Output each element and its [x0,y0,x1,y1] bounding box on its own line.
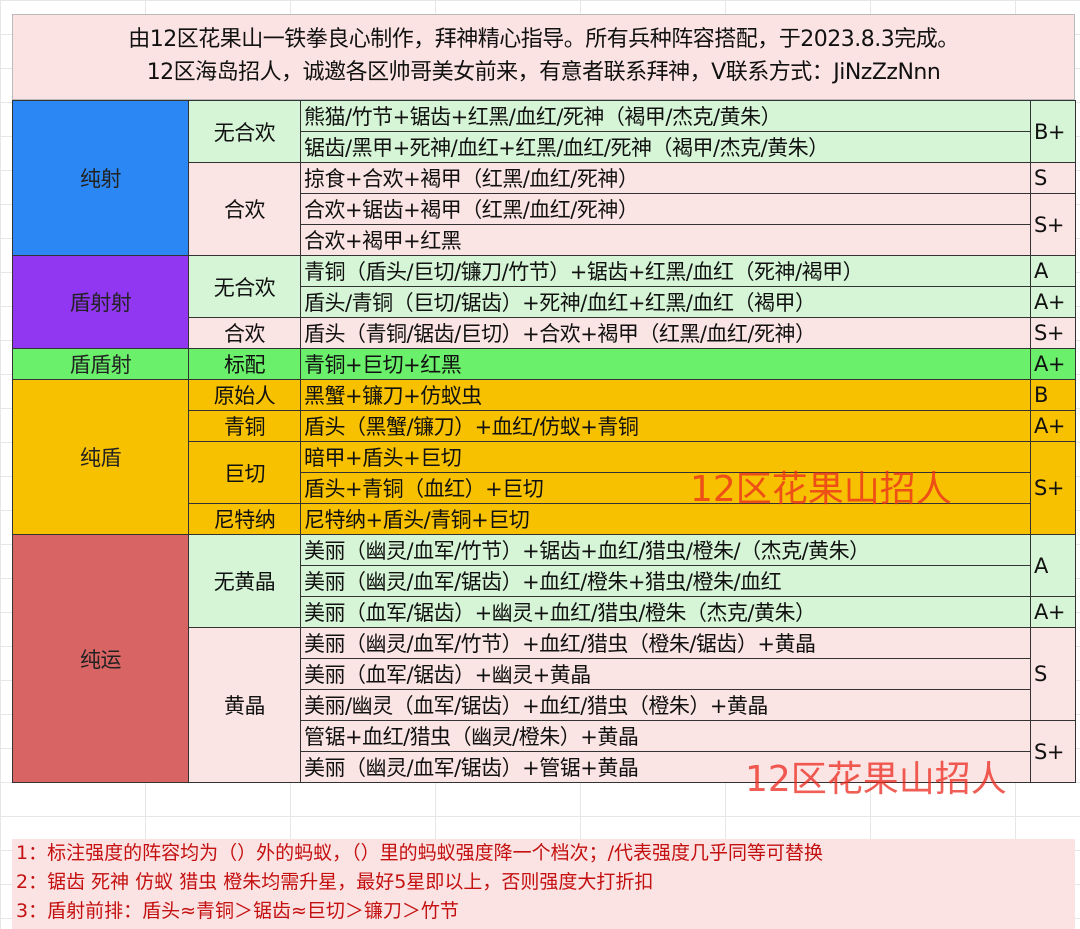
lineup-cell: 盾头（黑蟹/镰刀）+血红/仿蚁+青铜 [300,410,1031,442]
table-row: 管锯+血红/猎虫（幽灵/橙朱）+黄晶 S+ [13,720,1076,783]
note-2: 2：锯齿 死神 仿蚁 猎虫 橙朱均需升星，最好5星即以上，否则强度大打折扣 [16,871,654,893]
table-row: 黄晶 美丽（幽灵/血军/竹节）+血红/猎虫（橙朱/锯齿）+黄晶 S [13,627,1076,783]
grade-cell: A [1030,255,1076,287]
grade-cell: A+ [1030,410,1076,442]
table-row: 美丽（血军/锯齿）+幽灵+黄晶 [13,658,1076,690]
lineup-cell: 盾头/青铜（巨切/锯齿）+死神/血红+红黑/血红（褐甲） [300,286,1031,318]
lineup-cell: 黑蟹+镰刀+仿蚁虫 [300,379,1031,411]
table-row: 合欢 盾头（青铜/锯齿/巨切）+合欢+褐甲（红黑/血红/死神） S+ [13,317,1076,349]
table-row: 盾头+青铜（血红）+巨切 [13,472,1076,504]
grade-cell: A+ [1030,348,1076,380]
table-row: 美丽（幽灵/血军/锯齿）+管锯+黄晶 [13,751,1076,783]
note-3: 3：盾射前排：盾头≈青铜＞锯齿≈巨切＞镰刀＞竹节 [16,900,459,922]
lineup-cell: 美丽/幽灵（血军/锯齿）+血红/猎虫（橙朱）+黄晶 [300,689,1031,721]
lineup-table: 纯射 无合欢 熊猫/竹节+锯齿+红黑/血红/死神（褐甲/杰克/黄朱） B+ 锯齿/黑甲+… [12,100,1076,783]
lineup-cell: 管锯+血红/猎虫（幽灵/橙朱）+黄晶 [300,720,1031,752]
table-row: 美丽（幽灵/血军/锯齿）+血红/橙朱+猎虫/橙朱/血红 [13,565,1076,597]
note-1: 1：标注强度的阵容均为（）外的蚂蚁，（）里的蚂蚁强度降一个档次；/代表强度几乎同… [16,842,823,864]
unit-type-cell: 纯射 [12,100,189,256]
notes: 1：标注强度的阵容均为（）外的蚂蚁，（）里的蚂蚁强度降一个档次；/代表强度几乎同… [12,839,1075,929]
table-row: 纯盾 原始人 黑蟹+镰刀+仿蚁虫 B [12,379,1076,535]
unit-type-cell: 纯运 [12,534,189,783]
subtype-cell: 无合欢 [188,255,301,318]
lineup-cell: 青铜（盾头/巨切/镰刀/竹节）+锯齿+红黑/血红（死神/褐甲） [300,255,1031,287]
subtype-cell: 合欢 [188,317,301,349]
subtype-cell: 黄晶 [188,627,301,783]
table-row: 盾射射 无合欢 青铜（盾头/巨切/镰刀/竹节）+锯齿+红黑/血红（死神/褐甲） A [12,255,1076,349]
grade-cell: A+ [1030,286,1076,318]
grade-cell: S [1030,162,1076,194]
subtype-cell: 标配 [188,348,301,380]
table-row: 锯齿/黑甲+死神/血红+红黑/血红/死神（褐甲/杰克/黄朱） [13,131,1076,163]
title-banner: 由12区花果山一铁拳良心制作，拜神精心指导。所有兵种阵容搭配，于2023.8.3… [12,14,1075,100]
grade-cell: S [1030,627,1076,721]
table-row: 美丽/幽灵（血军/锯齿）+血红/猎虫（橙朱）+黄晶 [13,689,1076,721]
lineup-cell: 美丽（幽灵/血军/锯齿）+血红/橙朱+猎虫/橙朱/血红 [300,565,1031,597]
lineup-cell: 尼特纳+盾头/青铜+巨切 [300,503,1031,535]
lineup-cell: 美丽（血军/锯齿）+幽灵+血红/猎虫/橙朱（杰克/黄朱） [300,596,1031,628]
grade-cell: B+ [1030,100,1076,163]
grade-cell: A+ [1030,596,1076,628]
table-row: 合欢+褐甲+红黑 [13,224,1076,256]
lineup-cell: 美丽（幽灵/血军/竹节）+锯齿+血红/猎虫/橙朱/（杰克/黄朱） [300,534,1031,566]
grade-cell: B [1030,379,1076,411]
lineup-cell: 掠食+合欢+褐甲（红黑/血红/死神） [300,162,1031,194]
lineup-cell: 锯齿/黑甲+死神/血红+红黑/血红/死神（褐甲/杰克/黄朱） [300,131,1031,163]
lineup-cell: 盾头+青铜（血红）+巨切 [300,472,1031,504]
lineup-cell: 暗甲+盾头+巨切 [300,441,1031,473]
lineup-cell: 盾头（青铜/锯齿/巨切）+合欢+褐甲（红黑/血红/死神） [300,317,1031,349]
unit-type-cell: 盾射射 [12,255,189,349]
grade-cell: S+ [1030,193,1076,256]
table-row: 合欢+锯齿+褐甲（红黑/血红/死神） S+ [13,193,1076,256]
subtype-cell: 巨切 [188,441,301,504]
table-row: 纯运 无黄晶 美丽（幽灵/血军/竹节）+锯齿+血红/猎虫/橙朱/（杰克/黄朱） A [12,534,1076,783]
table-row: 巨切 暗甲+盾头+巨切 S+ [13,441,1076,535]
lineup-cell: 美丽（幽灵/血军/竹节）+血红/猎虫（橙朱/锯齿）+黄晶 [300,627,1031,659]
subtype-cell: 无黄晶 [188,534,301,628]
subtype-cell: 原始人 [188,379,301,411]
grade-cell: A [1030,534,1076,597]
unit-type-cell: 盾盾射 [12,348,189,380]
title-line-1: 由12区花果山一铁拳良心制作，拜神精心指导。所有兵种阵容搭配，于2023.8.3… [128,27,959,52]
table-row: 尼特纳 尼特纳+盾头/青铜+巨切 [13,503,1076,535]
table-row: 美丽（血军/锯齿）+幽灵+血红/猎虫/橙朱（杰克/黄朱） A+ [13,596,1076,628]
subtype-cell: 无合欢 [188,100,301,163]
unit-type-cell: 纯盾 [12,379,189,535]
title-line-2: 12区海岛招人，诚邀各区帅哥美女前来，有意者联系拜神，V联系方式：JiNzZzN… [146,60,941,85]
table-row: 青铜 盾头（黑蟹/镰刀）+血红/仿蚁+青铜 A+ [13,410,1076,442]
grade-cell: S+ [1030,441,1076,535]
grade-cell: S+ [1030,317,1076,349]
lineup-cell: 熊猫/竹节+锯齿+红黑/血红/死神（褐甲/杰克/黄朱） [300,100,1031,132]
table-row: 盾头/青铜（巨切/锯齿）+死神/血红+红黑/血红（褐甲） A+ [13,286,1076,318]
subtype-cell: 合欢 [188,162,301,256]
lineup-cell: 合欢+锯齿+褐甲（红黑/血红/死神） [300,193,1031,225]
table-row: 纯射 无合欢 熊猫/竹节+锯齿+红黑/血红/死神（褐甲/杰克/黄朱） B+ [12,100,1076,256]
lineup-cell: 合欢+褐甲+红黑 [300,224,1031,256]
grade-cell: S+ [1030,720,1076,783]
table-row: 盾盾射 标配 青铜+巨切+红黑 A+ [12,348,1076,380]
lineup-cell: 青铜+巨切+红黑 [300,348,1031,380]
lineup-cell: 美丽（血军/锯齿）+幽灵+黄晶 [300,658,1031,690]
lineup-cell: 美丽（幽灵/血军/锯齿）+管锯+黄晶 [300,751,1031,783]
subtype-cell: 尼特纳 [188,503,301,535]
subtype-cell: 青铜 [188,410,301,442]
